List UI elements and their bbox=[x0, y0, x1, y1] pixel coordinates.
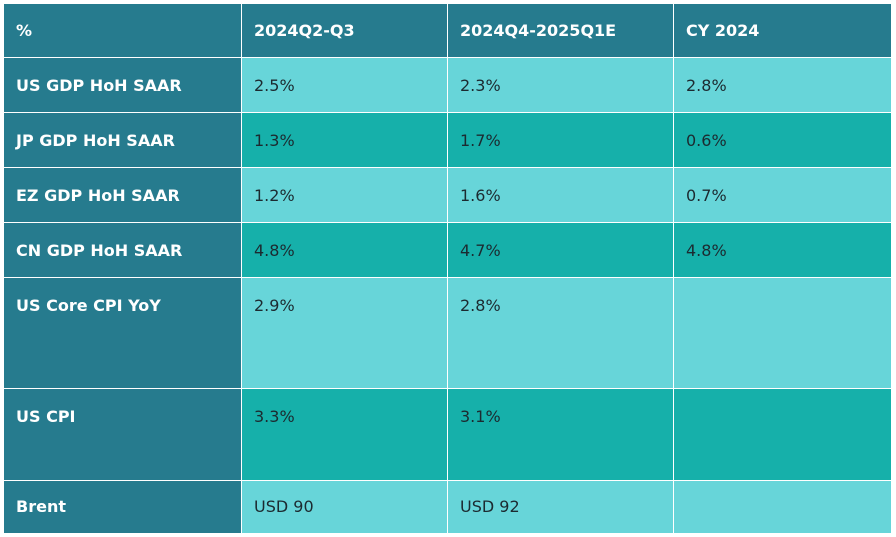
table-cell: 1.2% bbox=[241, 167, 448, 223]
table-cell: 1.7% bbox=[447, 112, 674, 168]
header-2024q4-2025q1e: 2024Q4-2025Q1E bbox=[447, 3, 674, 58]
table-cell bbox=[673, 480, 892, 534]
table-cell bbox=[673, 277, 892, 389]
row-label: US GDP HoH SAAR bbox=[3, 57, 242, 113]
table-row: Brent USD 90 USD 92 bbox=[3, 480, 892, 534]
row-label: US Core CPI YoY bbox=[3, 277, 242, 389]
table-cell: 2.5% bbox=[241, 57, 448, 113]
table-cell: USD 90 bbox=[241, 480, 448, 534]
table-cell: 4.7% bbox=[447, 222, 674, 278]
table-row: EZ GDP HoH SAAR 1.2% 1.6% 0.7% bbox=[3, 167, 892, 223]
table-cell: 4.8% bbox=[241, 222, 448, 278]
table-cell: 0.6% bbox=[673, 112, 892, 168]
table-cell: 3.3% bbox=[241, 388, 448, 481]
row-label: Brent bbox=[3, 480, 242, 534]
header-unit: % bbox=[3, 3, 242, 58]
header-cy-2024: CY 2024 bbox=[673, 3, 892, 58]
table-cell: 4.8% bbox=[673, 222, 892, 278]
table-row: US Core CPI YoY 2.9% 2.8% bbox=[3, 277, 892, 389]
table-cell: USD 92 bbox=[447, 480, 674, 534]
header-2024q2-q3: 2024Q2-Q3 bbox=[241, 3, 448, 58]
row-label: US CPI bbox=[3, 388, 242, 481]
header-row: % 2024Q2-Q3 2024Q4-2025Q1E CY 2024 bbox=[3, 3, 892, 58]
table-cell: 1.6% bbox=[447, 167, 674, 223]
table-cell: 2.3% bbox=[447, 57, 674, 113]
table-cell bbox=[673, 388, 892, 481]
row-label: EZ GDP HoH SAAR bbox=[3, 167, 242, 223]
table-cell: 2.8% bbox=[673, 57, 892, 113]
table-cell: 1.3% bbox=[241, 112, 448, 168]
row-label: CN GDP HoH SAAR bbox=[3, 222, 242, 278]
table-row: CN GDP HoH SAAR 4.8% 4.7% 4.8% bbox=[3, 222, 892, 278]
table-row: US GDP HoH SAAR 2.5% 2.3% 2.8% bbox=[3, 57, 892, 113]
table-cell: 2.8% bbox=[447, 277, 674, 389]
table-row: US CPI 3.3% 3.1% bbox=[3, 388, 892, 481]
table-cell: 0.7% bbox=[673, 167, 892, 223]
table-cell: 3.1% bbox=[447, 388, 674, 481]
table-cell: 2.9% bbox=[241, 277, 448, 389]
table-row: JP GDP HoH SAAR 1.3% 1.7% 0.6% bbox=[3, 112, 892, 168]
row-label: JP GDP HoH SAAR bbox=[3, 112, 242, 168]
forecast-table: % 2024Q2-Q3 2024Q4-2025Q1E CY 2024 US GD… bbox=[3, 3, 892, 534]
